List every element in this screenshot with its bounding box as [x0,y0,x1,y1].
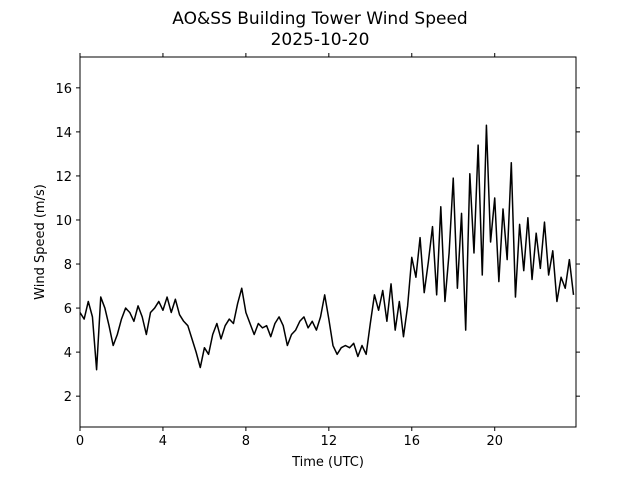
x-tick-label: 20 [486,434,503,449]
x-tick-label: 0 [76,434,84,449]
y-tick-label: 8 [64,258,72,273]
y-tick-label: 4 [64,346,72,361]
plot-frame [79,56,577,428]
y-tick-label: 6 [64,302,72,317]
x-tick-label: 8 [242,434,250,449]
chart-subtitle: 2025-10-20 [271,30,370,50]
x-tick-label: 12 [321,434,338,449]
y-tick-label: 12 [55,170,72,185]
y-tick-label: 2 [64,390,72,405]
chart-title: AO&SS Building Tower Wind Speed [172,9,467,29]
y-tick-label: 14 [55,126,72,141]
y-axis-label: Wind Speed (m/s) [33,184,48,300]
series-line [79,124,575,371]
x-tick-label: 4 [159,434,167,449]
x-tick-label: 16 [403,434,420,449]
y-tick-label: 16 [55,82,72,97]
y-tick-label: 10 [55,214,72,229]
x-axis-label: Time (UTC) [291,455,364,470]
